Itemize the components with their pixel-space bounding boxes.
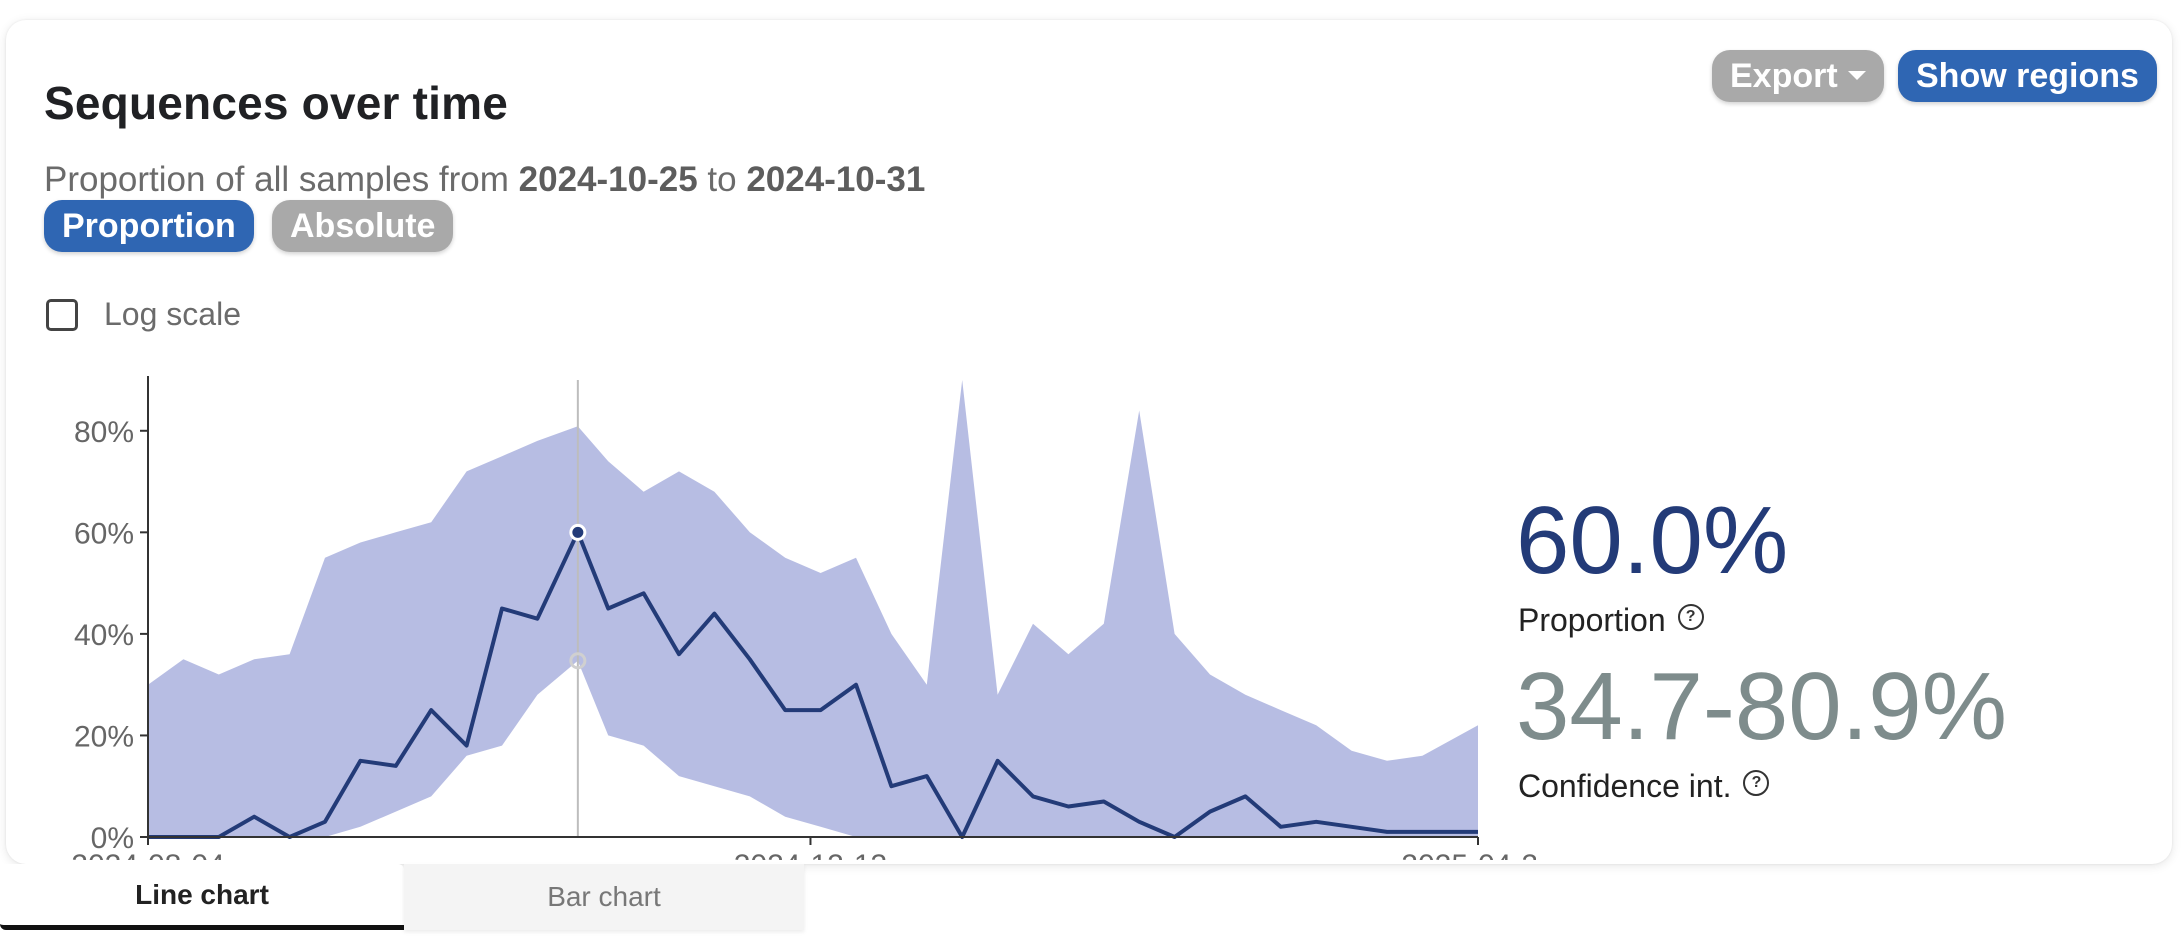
subtitle: Proportion of all samples from 2024-10-2… [44,160,925,200]
show-regions-button[interactable]: Show regions [1898,50,2157,102]
y-tick-label: 20% [74,720,134,753]
caret-down-icon [1847,71,1866,81]
x-tick-label: 2024-08-04 [71,849,224,860]
plot-area: 0% 20% 40% 60% 80% 2024-08-04 2024-12-13 2025-0… [71,376,1536,860]
absolute-toggle[interactable]: Absolute [272,200,454,252]
subtitle-start-date: 2024-10-25 [518,160,698,199]
proportion-label: Proportion [1518,602,1666,638]
y-tick-label: 0% [91,822,134,855]
proportion-toggle[interactable]: Proportion [44,200,254,252]
subtitle-prefix: Proportion of all samples from [44,160,519,199]
highlight-point [569,523,587,541]
confidence-interval-value: 34.7-80.9% [1516,653,2008,760]
tab-line-chart[interactable]: Line chart [0,864,404,930]
tab-bar-chart[interactable]: Bar chart [404,864,804,930]
export-button[interactable]: Export [1712,50,1884,102]
subtitle-mid: to [697,160,747,199]
proportion-value: 60.0% [1516,487,1789,594]
log-scale-label: Log scale [104,296,241,332]
proportion-label-row: Proportion ? [1518,602,1704,639]
log-scale-checkbox[interactable] [46,298,78,331]
confidence-band [148,380,1478,837]
line-chart[interactable]: 0% 20% 40% 60% 80% 2024-08-04 2024-12-13 2025-0… [6,360,1536,860]
proportion-line [148,530,1478,839]
chart-type-tabs: Line chart Bar chart [0,864,804,930]
x-tick-label: 2025-04-24 [1401,849,1536,860]
export-label: Export [1730,56,1838,95]
confidence-label-row: Confidence int. ? [1518,768,1770,805]
subtitle-end-date: 2024-10-31 [746,160,926,199]
card-title: Sequences over time [44,77,509,129]
sequences-card: Sequences over time Export Show regions … [6,20,2172,864]
help-icon[interactable]: ? [1677,603,1704,630]
y-tick-label: 80% [74,416,134,449]
highlight-lower-point [569,652,587,670]
x-tick-label: 2024-12-13 [734,849,887,860]
y-tick-label: 60% [74,517,134,550]
confidence-label: Confidence int. [1518,768,1732,804]
log-scale-control[interactable]: Log scale [46,296,241,333]
y-tick-label: 40% [74,619,134,652]
help-icon[interactable]: ? [1743,769,1770,796]
